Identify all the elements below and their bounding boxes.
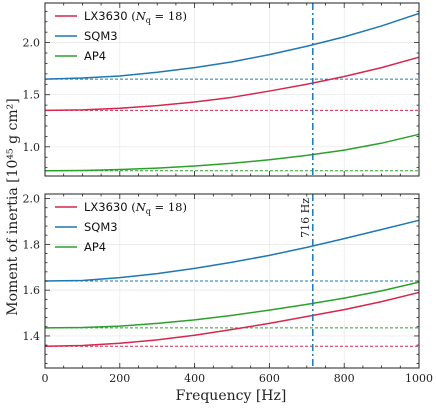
y-tick-label: 1.6 (23, 284, 41, 297)
legend-label-ap4: AP4 (84, 240, 106, 254)
y-tick-label: 1.8 (23, 238, 41, 251)
top-legend: LX3630 (Nq = 18) SQM3 AP4 (55, 9, 187, 63)
x-tick-label: 600 (259, 372, 280, 385)
top-series (44, 12, 420, 172)
bottom-static-lines (45, 280, 419, 347)
vline-label: 716 Hz (299, 198, 312, 238)
legend-label-sqm3: SQM3 (84, 220, 118, 234)
bottom-grid (44, 194, 420, 368)
top-ticks: 1.0 1.5 2.0 (23, 3, 420, 176)
legend-label-ap4: AP4 (84, 49, 106, 63)
top-static-lines (45, 78, 419, 172)
y-tick-label: 2.0 (23, 193, 41, 206)
x-tick-label: 1000 (405, 372, 433, 385)
bottom-ticks: 1.4 1.6 1.8 2.0 0 200 400 600 800 1000 (23, 193, 434, 385)
x-axis-label: Frequency [Hz] (176, 388, 287, 404)
legend-label-lx3630: LX3630 (Nq = 18) (84, 9, 187, 25)
x-tick-label: 0 (42, 372, 49, 385)
y-axis-label: Moment of inertia [10⁴⁵ g cm²] (5, 98, 21, 315)
x-tick-label: 400 (184, 372, 205, 385)
x-tick-label: 200 (109, 372, 130, 385)
series-line-ap4 (44, 281, 420, 329)
series-line-lx3630 (44, 291, 420, 347)
y-tick-label: 2.0 (23, 37, 41, 50)
legend-label-sqm3: SQM3 (84, 29, 118, 43)
series-line-sqm3 (44, 12, 420, 80)
bottom-legend: LX3630 (Nq = 18) SQM3 AP4 (55, 200, 187, 254)
x-tick-label: 800 (334, 372, 355, 385)
y-tick-label: 1.5 (23, 89, 41, 102)
series-line-lx3630 (44, 56, 420, 112)
series-line-ap4 (44, 133, 420, 172)
y-tick-label: 1.0 (23, 141, 41, 154)
legend-label-lx3630: LX3630 (Nq = 18) (84, 200, 187, 216)
y-tick-label: 1.4 (23, 330, 41, 343)
bottom-panel: 1.4 1.6 1.8 2.0 0 200 400 600 800 1000 LX3630 (Nq… (23, 193, 434, 385)
top-panel: 1.0 1.5 2.0 LX3630 (Nq = 18) SQM3 AP4 (23, 2, 420, 177)
series-line-sqm3 (44, 219, 420, 282)
bottom-series (44, 219, 420, 347)
